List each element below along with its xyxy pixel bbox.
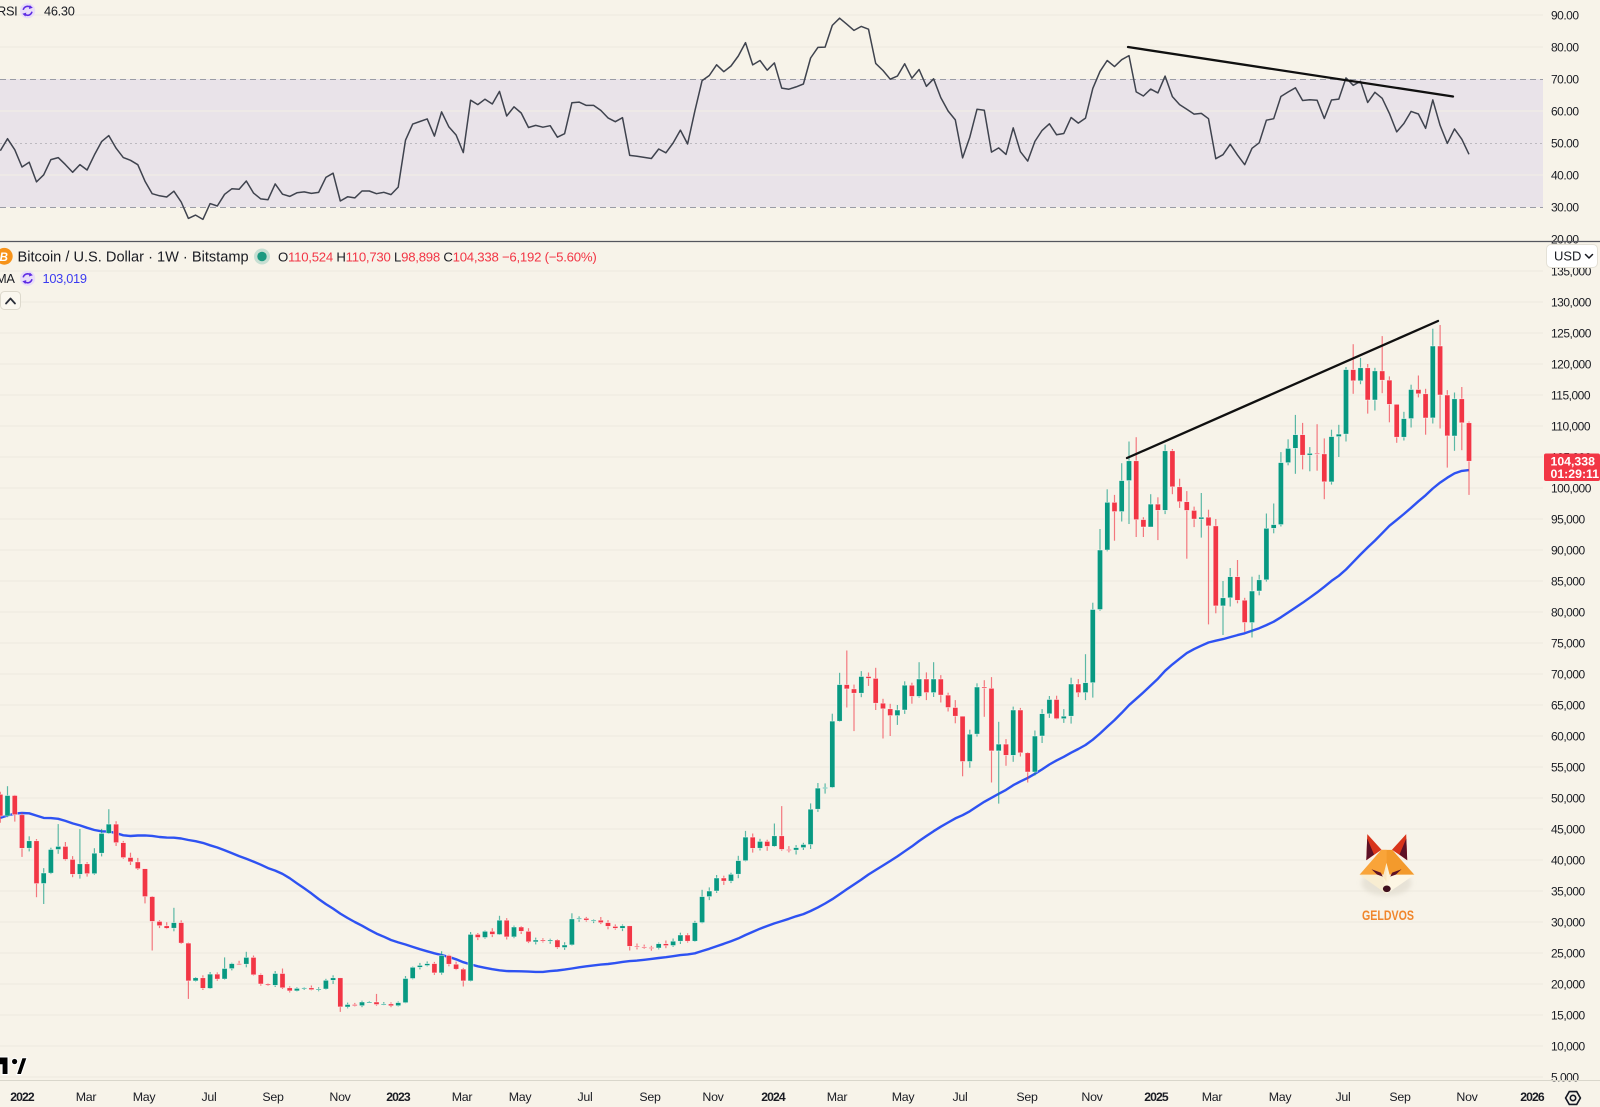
svg-text:30,000: 30,000 xyxy=(1551,915,1586,929)
svg-text:B: B xyxy=(0,252,8,264)
svg-text:85,000: 85,000 xyxy=(1551,574,1586,588)
svg-text:MA: MA xyxy=(0,271,15,286)
svg-text:15,000: 15,000 xyxy=(1551,1008,1586,1022)
svg-text:Jul: Jul xyxy=(202,1090,217,1104)
svg-text:Bitcoin / U.S. Dollar · 1W · B: Bitcoin / U.S. Dollar · 1W · Bitstamp xyxy=(18,250,249,266)
svg-text:01:29:11: 01:29:11 xyxy=(1551,467,1600,481)
svg-text:125,000: 125,000 xyxy=(1551,326,1592,340)
svg-text:46.30: 46.30 xyxy=(44,4,75,19)
svg-text:60.00: 60.00 xyxy=(1551,104,1579,118)
svg-text:104,338: 104,338 xyxy=(1551,455,1596,469)
svg-text:80,000: 80,000 xyxy=(1551,605,1586,619)
svg-text:75,000: 75,000 xyxy=(1551,636,1586,650)
svg-text:65,000: 65,000 xyxy=(1551,698,1586,712)
svg-text:Mar: Mar xyxy=(1202,1090,1223,1104)
svg-text:40,000: 40,000 xyxy=(1551,853,1586,867)
svg-text:Mar: Mar xyxy=(76,1090,97,1104)
svg-text:115,000: 115,000 xyxy=(1551,388,1591,402)
svg-text:May: May xyxy=(133,1090,157,1104)
svg-text:Sep: Sep xyxy=(1016,1090,1038,1104)
svg-text:55,000: 55,000 xyxy=(1551,760,1586,774)
svg-text:50,000: 50,000 xyxy=(1551,791,1586,805)
svg-text:May: May xyxy=(892,1090,916,1104)
svg-text:Jul: Jul xyxy=(1336,1090,1351,1104)
svg-text:45,000: 45,000 xyxy=(1551,822,1586,836)
svg-text:50.00: 50.00 xyxy=(1551,136,1579,150)
svg-text:2024: 2024 xyxy=(761,1090,786,1104)
svg-text:110,000: 110,000 xyxy=(1551,419,1591,433)
svg-text:100,000: 100,000 xyxy=(1551,481,1592,495)
svg-text:2023: 2023 xyxy=(386,1090,411,1104)
svg-text:80.00: 80.00 xyxy=(1551,40,1579,54)
svg-text:70,000: 70,000 xyxy=(1551,667,1586,681)
svg-text:May: May xyxy=(509,1090,533,1104)
svg-text:20.00: 20.00 xyxy=(1551,232,1579,246)
svg-text:Nov: Nov xyxy=(1456,1090,1478,1104)
svg-text:Jul: Jul xyxy=(953,1090,968,1104)
svg-text:Mar: Mar xyxy=(827,1090,848,1104)
svg-text:25,000: 25,000 xyxy=(1551,946,1586,960)
svg-text:35,000: 35,000 xyxy=(1551,884,1586,898)
svg-text:2025: 2025 xyxy=(1144,1090,1169,1104)
svg-text:103,019: 103,019 xyxy=(43,271,87,286)
svg-text:May: May xyxy=(1269,1090,1293,1104)
svg-text:60,000: 60,000 xyxy=(1551,729,1586,743)
svg-text:5.000: 5.000 xyxy=(1551,1070,1579,1084)
svg-text:95,000: 95,000 xyxy=(1551,512,1586,526)
svg-text:Jul: Jul xyxy=(578,1090,593,1104)
svg-text:120,000: 120,000 xyxy=(1551,357,1592,371)
svg-text:2022: 2022 xyxy=(10,1090,35,1104)
svg-text:O110,524 H110,730 L98,898 C104: O110,524 H110,730 L98,898 C104,338 −6,19… xyxy=(278,249,596,264)
svg-text:GELDVOS: GELDVOS xyxy=(1362,908,1414,923)
svg-text:2026: 2026 xyxy=(1520,1090,1545,1104)
svg-text:RSI: RSI xyxy=(0,4,17,19)
svg-text:30.00: 30.00 xyxy=(1551,200,1579,214)
svg-text:10,000: 10,000 xyxy=(1551,1039,1586,1053)
svg-text:Sep: Sep xyxy=(1389,1090,1411,1104)
svg-text:20,000: 20,000 xyxy=(1551,977,1586,991)
svg-text:Sep: Sep xyxy=(639,1090,661,1104)
svg-text:Nov: Nov xyxy=(329,1090,351,1104)
svg-text:130,000: 130,000 xyxy=(1551,295,1592,309)
svg-text:Nov: Nov xyxy=(702,1090,724,1104)
svg-text:90,000: 90,000 xyxy=(1551,543,1586,557)
svg-text:USD: USD xyxy=(1554,249,1581,264)
svg-text:Mar: Mar xyxy=(452,1090,473,1104)
svg-text:Sep: Sep xyxy=(262,1090,284,1104)
svg-text:90.00: 90.00 xyxy=(1551,8,1579,22)
svg-text:40.00: 40.00 xyxy=(1551,168,1579,182)
svg-text:70.00: 70.00 xyxy=(1551,72,1579,86)
svg-text:Nov: Nov xyxy=(1081,1090,1103,1104)
